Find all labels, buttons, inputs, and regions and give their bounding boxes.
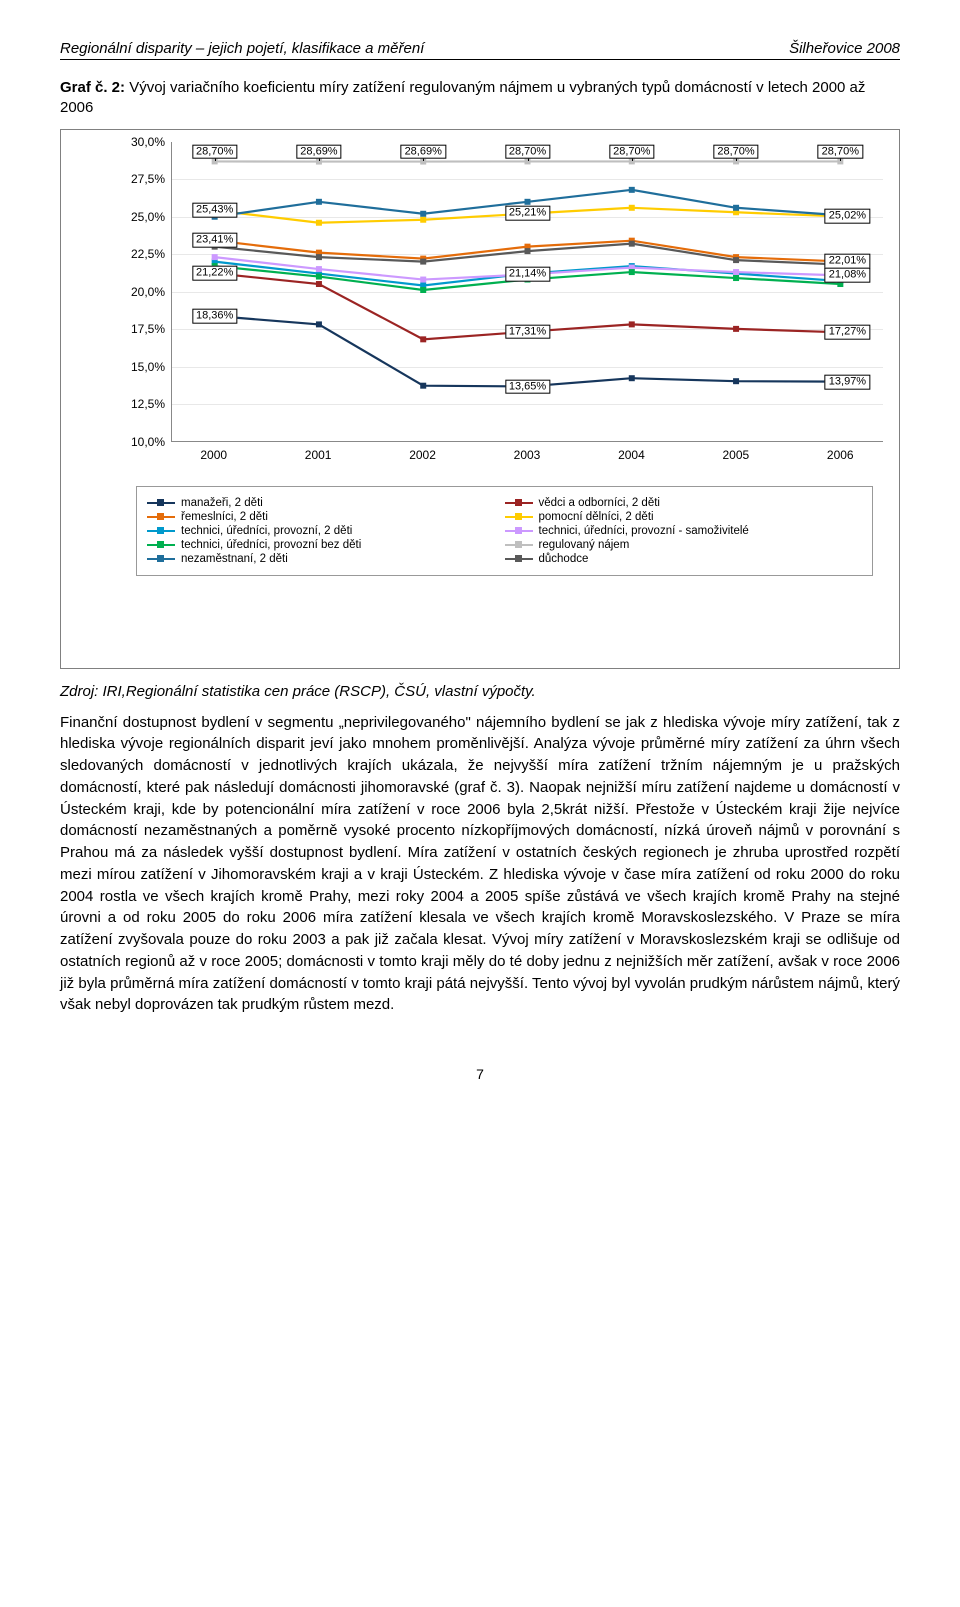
- legend-col-right: vědci a odborníci, 2 děti pomocní dělníci…: [505, 495, 863, 567]
- legend-item: regulovaný nájem: [505, 539, 863, 551]
- chart-callout: 25,43%: [192, 203, 237, 218]
- legend-label: vědci a odborníci, 2 děti: [539, 497, 660, 509]
- legend-item: manažeři, 2 děti: [147, 497, 505, 509]
- legend-label: řemeslníci, 2 děti: [181, 511, 268, 523]
- y-tick-label: 17,5%: [131, 322, 165, 336]
- x-tick-label: 2003: [514, 448, 541, 462]
- legend-label: nezaměstnaní, 2 děti: [181, 553, 288, 565]
- legend-swatch: [147, 516, 175, 518]
- legend-swatch: [505, 544, 533, 546]
- legend: manažeři, 2 děti řemeslníci, 2 děti techni…: [136, 486, 873, 576]
- legend-item: technici, úředníci, provozní bez děti: [147, 539, 505, 551]
- chart-callout: 21,14%: [505, 267, 550, 282]
- chart-callout: 21,22%: [192, 266, 237, 281]
- chart-callout: 18,36%: [192, 309, 237, 324]
- chart-callout: 17,31%: [505, 325, 550, 340]
- x-tick-label: 2005: [722, 448, 749, 462]
- legend-item: nezaměstnaní, 2 děti: [147, 553, 505, 565]
- legend-swatch: [505, 530, 533, 532]
- chart-callout: 28,69%: [296, 144, 341, 159]
- chart-callout: 28,70%: [818, 144, 863, 159]
- legend-item: technici, úředníci, provozní - samoživit…: [505, 525, 863, 537]
- legend-item: vědci a odborníci, 2 děti: [505, 497, 863, 509]
- legend-item: pomocní dělníci, 2 děti: [505, 511, 863, 523]
- chart-callout: 13,65%: [505, 379, 550, 394]
- chart-callout: 28,70%: [609, 144, 654, 159]
- legend-label: regulovaný nájem: [539, 539, 630, 551]
- page-number: 7: [60, 1066, 900, 1082]
- y-tick-label: 20,0%: [131, 285, 165, 299]
- legend-swatch: [147, 530, 175, 532]
- chart-callout: 23,41%: [192, 233, 237, 248]
- legend-swatch: [505, 558, 533, 560]
- legend-label: technici, úředníci, provozní, 2 děti: [181, 525, 352, 537]
- legend-swatch: [147, 502, 175, 504]
- x-tick-label: 2004: [618, 448, 645, 462]
- legend-col-left: manažeři, 2 děti řemeslníci, 2 děti techni…: [147, 495, 505, 567]
- x-tick-label: 2002: [409, 448, 436, 462]
- source-line: Zdroj: IRI,Regionální statistika cen prá…: [60, 683, 900, 700]
- x-tick-label: 2000: [200, 448, 227, 462]
- y-tick-label: 15,0%: [131, 360, 165, 374]
- legend-swatch: [147, 544, 175, 546]
- figure-caption: Graf č. 2: Vývoj variačního koeficientu …: [60, 78, 900, 119]
- x-axis: 2000 2001 2002 2003 2004 2005 2006: [171, 442, 883, 464]
- y-axis: 10,0%12,5%15,0%17,5%20,0%22,5%25,0%27,5%…: [119, 142, 169, 442]
- x-tick-label: 2006: [827, 448, 854, 462]
- legend-swatch: [147, 558, 175, 560]
- legend-swatch: [505, 516, 533, 518]
- chart-callout: 17,27%: [825, 325, 870, 340]
- chart-callout: 25,21%: [505, 206, 550, 221]
- chart-callout: 28,70%: [505, 144, 550, 159]
- legend-label: technici, úředníci, provozní bez děti: [181, 539, 361, 551]
- figure-caption-label: Graf č. 2:: [60, 79, 125, 96]
- y-tick-label: 30,0%: [131, 135, 165, 149]
- figure-caption-text: Vývoj variačního koeficientu míry zatíže…: [60, 79, 865, 116]
- legend-item: technici, úředníci, provozní, 2 děti: [147, 525, 505, 537]
- y-tick-label: 25,0%: [131, 210, 165, 224]
- x-tick-label: 2001: [305, 448, 332, 462]
- chart-series: [172, 142, 883, 441]
- plot-area: 28,69% 28,69% 28,70% 28,70% 28,70% 28,70% 28,7…: [171, 142, 883, 442]
- legend-item: řemeslníci, 2 děti: [147, 511, 505, 523]
- legend-item: důchodce: [505, 553, 863, 565]
- body-paragraph: Finanční dostupnost bydlení v segmentu „…: [60, 712, 900, 1017]
- chart-panel: 10,0% 12,5% 15,0% 17,5% 20,0% 22,5% 25,0% 27,5%…: [60, 129, 900, 669]
- running-head: Regionální disparity – jejich pojetí, kl…: [60, 40, 900, 60]
- legend-label: důchodce: [539, 553, 589, 565]
- chart-callout: 22,01%: [825, 254, 870, 269]
- legend-label: manažeři, 2 děti: [181, 497, 263, 509]
- chart-callout: 13,97%: [825, 375, 870, 390]
- plot: 10,0%12,5%15,0%17,5%20,0%22,5%25,0%27,5%…: [119, 142, 883, 442]
- y-tick-label: 12,5%: [131, 397, 165, 411]
- y-tick-label: 22,5%: [131, 247, 165, 261]
- legend-swatch: [505, 502, 533, 504]
- running-head-right: Šilheřovice 2008: [789, 40, 900, 57]
- chart-callout: 28,70%: [713, 144, 758, 159]
- chart-callout: 28,70%: [192, 144, 237, 159]
- chart-callout: 21,08%: [825, 268, 870, 283]
- chart-callout: 28,69%: [401, 144, 446, 159]
- page: Regionální disparity – jejich pojetí, kl…: [0, 0, 960, 1142]
- chart-callout: 25,02%: [825, 209, 870, 224]
- legend-label: pomocní dělníci, 2 děti: [539, 511, 654, 523]
- y-tick-label: 10,0%: [131, 435, 165, 449]
- legend-label: technici, úředníci, provozní - samoživit…: [539, 525, 749, 537]
- y-tick-label: 27,5%: [131, 172, 165, 186]
- running-head-left: Regionální disparity – jejich pojetí, kl…: [60, 40, 424, 57]
